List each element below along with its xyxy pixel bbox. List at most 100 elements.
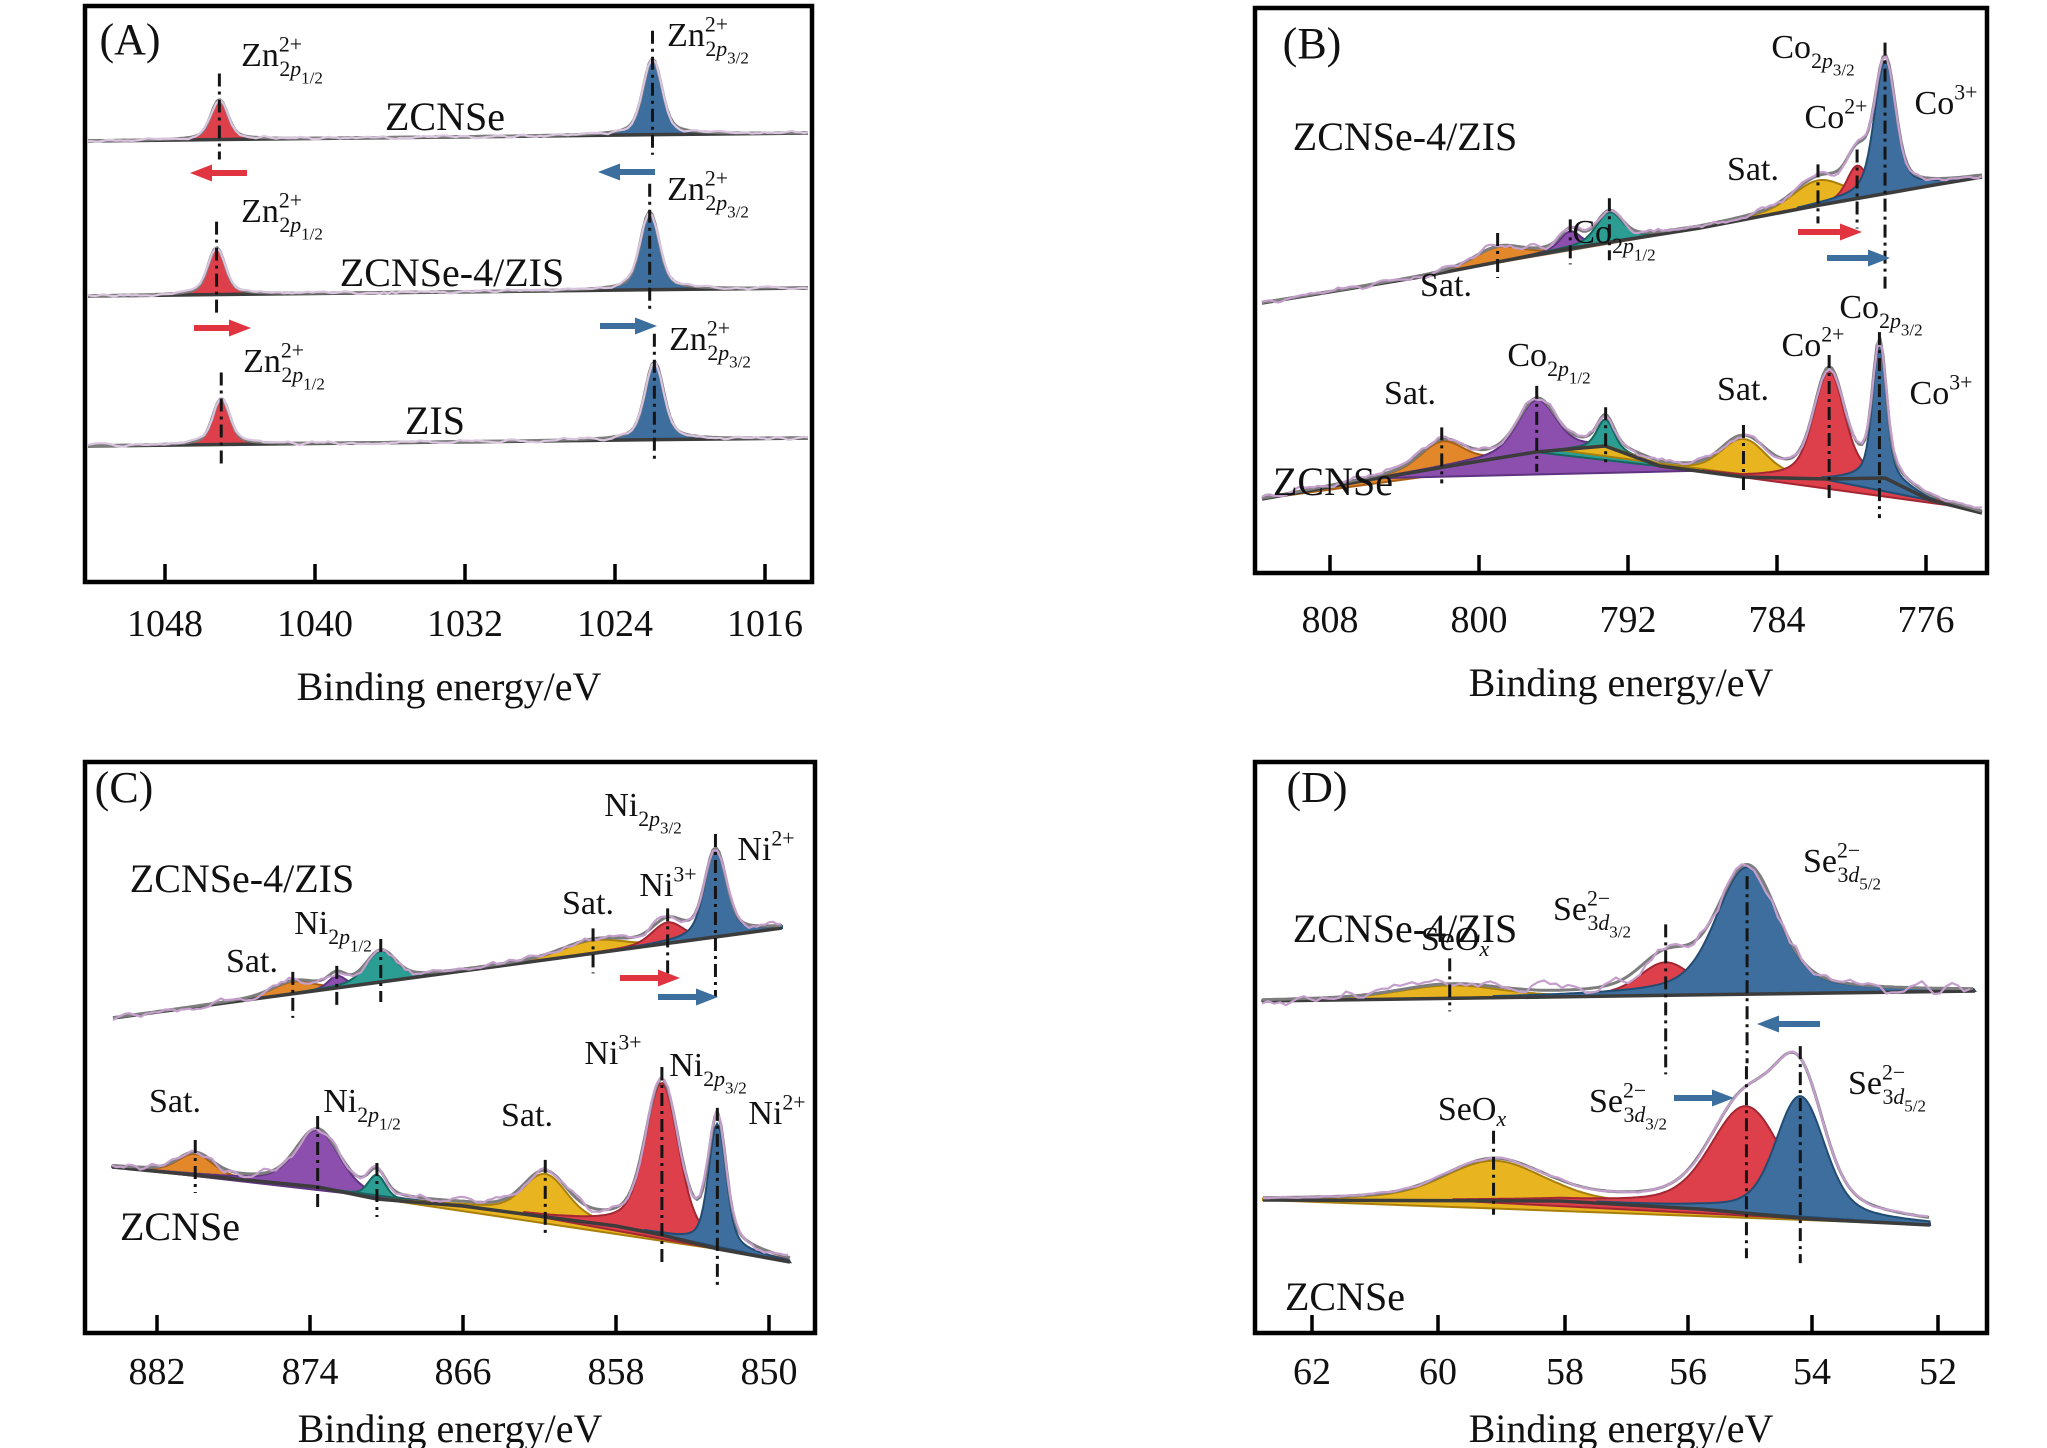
peak-label: Co2+ [1782,323,1845,364]
axis-title: Binding energy/eV [1469,1406,1774,1448]
axis-title: Binding energy/eV [297,664,602,709]
axis-tick-label: 56 [1669,1351,1707,1393]
raw-data-trace [1263,1050,1929,1218]
sample-label: ZCNSe [385,94,505,139]
peak-label: Sat. [1384,375,1436,412]
peak-label: Sat. [226,943,278,980]
panel-a: Zn2+ 2p1/2 Zn2+ 2p3/2 ZCNSe Zn2+ 2p1/2 Zn2+ 2p3/… [82,3,815,709]
axis-tick-label: 800 [1451,599,1508,641]
axis-tick-label: 858 [588,1351,645,1393]
peak-label: Zn2+ 2p3/2 [669,317,751,372]
peak-label: Co2p3/2 [1839,289,1922,340]
peak-label: Se2− 3d5/2 [1848,1061,1926,1116]
peak-label: Zn2+ 2p3/2 [667,13,749,68]
spectrum-zcnse-4-zis: Sat. Co2p1/2 Sat. Co2+ Co2p3/2 Co3+ ZCNSe-4/ZI… [1261,29,1983,305]
axis-tick-label: 1016 [727,603,803,645]
fit-baseline [111,1165,791,1264]
peak-label: Sat. [1420,267,1472,304]
axis-tick-label: 850 [741,1351,798,1393]
shift-arrow-head [658,969,680,987]
panel-tag: (C) [95,763,154,812]
raw-data-trace [1261,54,1983,304]
shift-arrow-head [635,317,657,335]
peak-label: Se2− 3d3/2 [1589,1079,1667,1134]
fit-baseline [1261,444,1983,515]
peak-label: Sat. [149,1083,201,1120]
axis-tick-label: 866 [435,1351,492,1393]
peak-label: Ni2+ [737,827,794,868]
plot-frame [82,759,818,1336]
sample-label: ZCNSe [120,1204,240,1249]
plot-frame [82,3,815,585]
fit-envelope [1261,863,1973,1002]
axis-tick-label: 776 [1898,599,1955,641]
peak-label: Co2+ [1805,95,1868,136]
shift-arrow-head [1712,1089,1734,1107]
raw-data-trace [87,57,809,143]
axis-title: Binding energy/eV [298,1406,603,1448]
axis-tick-label: 1032 [427,603,503,645]
shift-arrow-head [229,319,251,337]
spectrum-zcnse: Sat. Co2p1/2 Sat. Co2+Co2p3/2 Co3+ ZCNSe [1261,289,1983,519]
peak-label: Se2− 3d3/2 [1553,887,1631,942]
sample-label: ZCNSe-4/ZIS [130,856,354,901]
sample-label: ZCNSe [1273,459,1393,504]
sample-label: ZCNSe-4/ZIS [340,250,564,295]
axis-tick-label: 58 [1546,1351,1584,1393]
peak-zn2-2p3-2 [571,210,731,292]
peak-label: Ni2p1/2 [323,1083,401,1134]
panel-b: Sat.Co2p1/2Sat.Co2+Co2p3/2Co3+ZCNSe-4/ZI… [1252,5,1990,705]
peak-label: Se2− 3d5/2 [1803,839,1881,894]
peak-se2-3d5-2 [1492,866,1977,999]
raw-data-trace [87,213,809,298]
peak-label: Co3+ [1910,371,1973,412]
axis-tick-label: 1048 [127,603,203,645]
peak-label: Zn2+ 2p3/2 [667,167,749,222]
peak-label: Ni2p1/2 [294,905,372,956]
axis-tick-label: 1040 [277,603,353,645]
axis-tick-label: 1024 [577,603,653,645]
raw-data-trace [111,1077,789,1257]
peak-label: Ni3+ [639,863,696,904]
sample-label: ZCNSe [1285,1274,1405,1319]
shift-arrow-head [696,988,718,1006]
peak-label: SeOx [1421,921,1490,961]
plot-frame [1252,5,1990,576]
axis-tick-label: 54 [1793,1351,1831,1393]
axis-title: Binding energy/eV [1469,660,1774,705]
axis-tick-label: 62 [1293,1351,1331,1393]
peak-label: Sat. [562,885,614,922]
raw-data-trace [112,849,782,1022]
fit-baseline [1262,1198,1931,1227]
peak-label: Zn2+ 2p1/2 [243,339,325,394]
peak-label: Zn2+ 2p1/2 [241,33,323,88]
axis-tick-label: 784 [1749,599,1806,641]
peak-label: Co2p3/2 [1771,29,1854,80]
axis-tick-label: 882 [129,1351,186,1393]
axis-tick-label: 874 [282,1351,339,1393]
peak-label: Sat. [1727,151,1779,188]
peak-se2-3d5-2 [1596,1095,1932,1227]
shift-arrow-head [1840,223,1862,241]
peak-label: Zn2+ 2p1/2 [241,189,323,244]
panel-tag: (A) [99,15,160,64]
spectrum-zcnse-4-zis: Zn2+ 2p1/2 Zn2+ 2p3/2 ZCNSe-4/ZIS [87,167,809,315]
shift-arrow-head [190,164,212,182]
spectrum-zcnse-4-zis: SeOx Se2− 3d3/2 Se2− 3d5/2 ZCNSe-4/ZIS [1261,839,1977,1075]
peak-label: Co3+ [1915,81,1978,122]
spectrum-zis: Zn2+ 2p1/2 Zn2+ 2p3/2 ZIS [87,317,809,465]
peak-label: Co2p1/2 [1572,214,1655,265]
peak-zn2-2p3-2 [575,360,735,442]
sample-label: ZCNSe-4/ZIS [1293,906,1517,951]
raw-data-trace [87,362,809,448]
peak-label: Sat. [501,1097,553,1134]
axis-tick-label: 60 [1419,1351,1457,1393]
shift-arrow-head [598,163,620,181]
peak-zn2-2p3-2 [573,57,733,137]
axis-tick-label: 792 [1600,599,1657,641]
peak-label: SeOx [1438,1091,1507,1131]
